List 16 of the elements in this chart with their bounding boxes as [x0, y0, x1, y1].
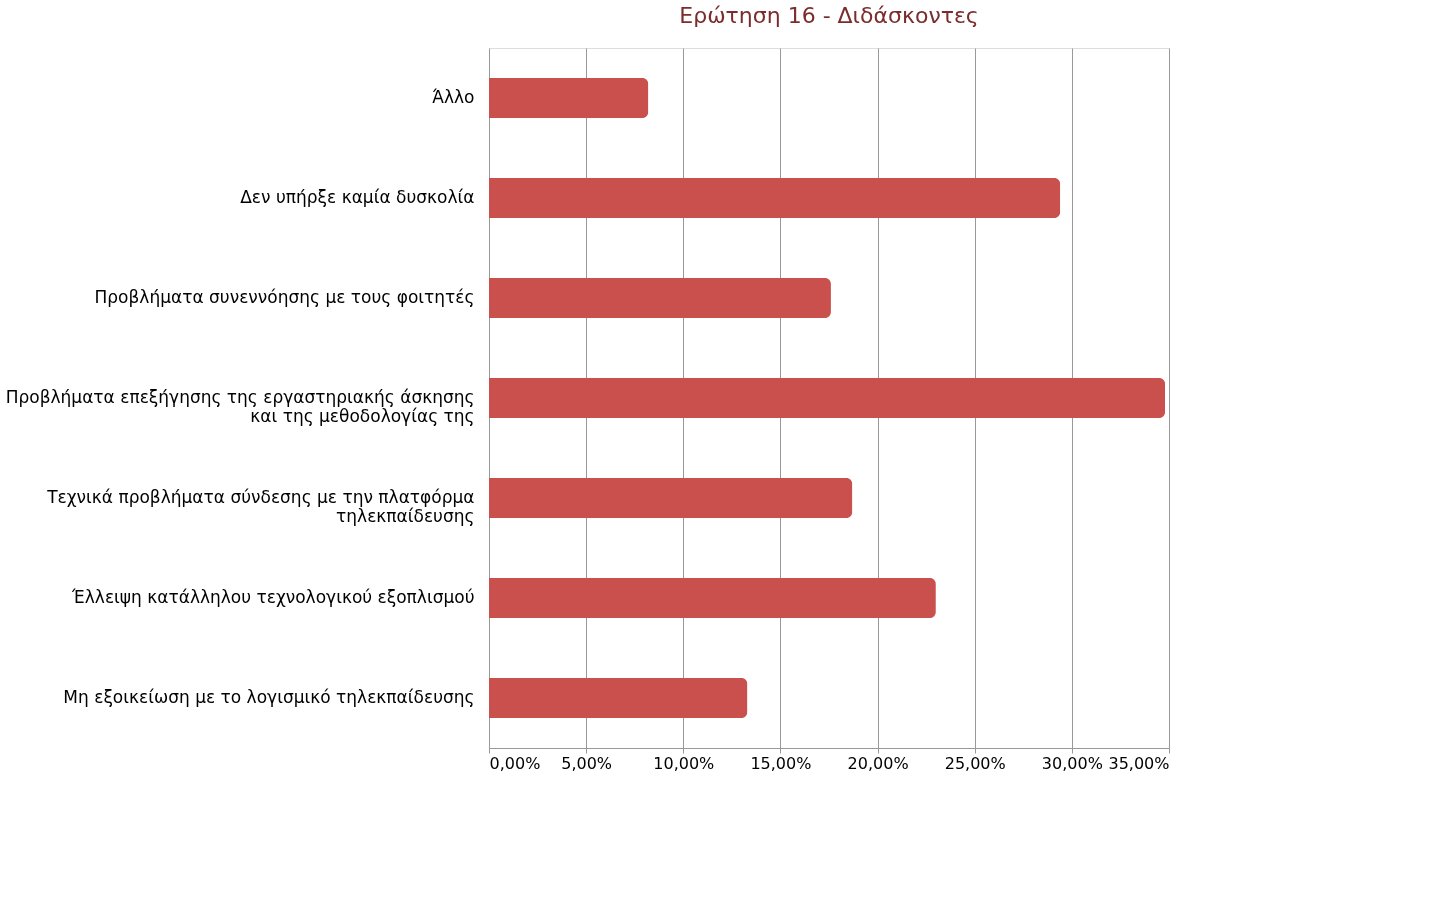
y-tick-label: Άλλο [432, 87, 475, 107]
x-tick-label: 15,00% [750, 753, 812, 773]
y-tick-label: Προβλήματα συνεννόησης με τους φοιτητές [94, 287, 475, 307]
chart-title: Ερώτηση 16 - Διδάσκοντες [679, 3, 979, 28]
x-tick-label: 25,00% [944, 753, 1006, 773]
y-tick-label: Μη εξοικείωση με το λογισμικό τηλεκπαίδευσης [63, 687, 475, 707]
x-tick-label: 5,00% [561, 753, 613, 773]
y-tick-label: Τεχνικά προβλήματα σύνδεσης με την πλατφόρμα τηλεκπαίδευσης [46, 487, 475, 526]
x-tick-label: 0,00% [489, 753, 541, 773]
y-tick-label: Δεν υπήρξε καμία δυσκολία [240, 187, 475, 207]
x-tick-label: 30,00% [1041, 753, 1103, 773]
x-tick-label: 20,00% [847, 753, 909, 773]
y-tick-label: Έλλειψη κατάλληλου τεχνολογικού εξοπλισμού [71, 587, 475, 607]
x-tick-label: 35,00% [1108, 753, 1170, 773]
y-tick-label: Προβλήματα επεξήγησης της εργαστηριακής άσκησης και της μεθοδολογίας της [5, 387, 475, 426]
x-tick-label: 10,00% [653, 753, 715, 773]
